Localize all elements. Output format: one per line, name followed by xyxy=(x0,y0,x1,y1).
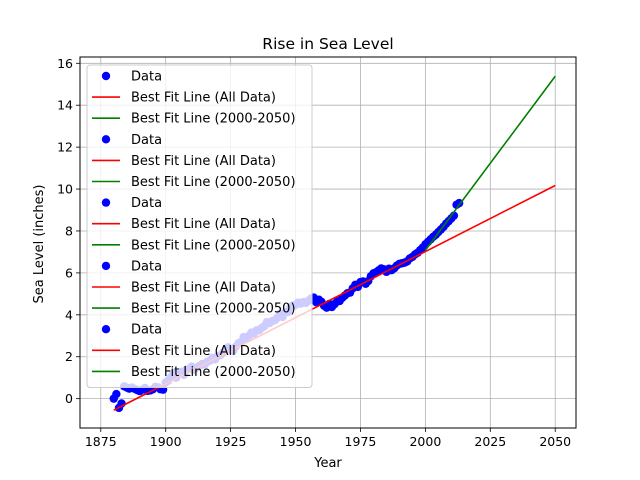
y-tick-label: 6 xyxy=(65,265,73,280)
x-tick-label: 1900 xyxy=(150,434,182,449)
x-tick-label: 2025 xyxy=(474,434,506,449)
axis-ticks: 1875 1900 1925 1950 1975 2000 2025 2050 0 2 4 6 8 10 1… xyxy=(57,56,571,449)
y-tick-label: 2 xyxy=(65,349,73,364)
x-tick-label: 2050 xyxy=(539,434,571,449)
legend-marker-data xyxy=(101,325,111,334)
y-tick-label: 4 xyxy=(65,307,73,322)
legend-label: Best Fit Line (All Data) xyxy=(131,91,276,106)
legend-label: Best Fit Line (2000-2050) xyxy=(131,238,296,253)
legend-label: Best Fit Line (2000-2050) xyxy=(131,302,296,317)
legend-label: Data xyxy=(131,259,162,274)
y-tick-label: 10 xyxy=(57,182,73,197)
legend-label: Best Fit Line (All Data) xyxy=(131,344,276,359)
legend-label: Data xyxy=(131,323,162,338)
legend: Data Best Fit Line (All Data) Best Fit Lin… xyxy=(86,64,313,388)
data-point xyxy=(112,389,121,399)
x-tick-label: 1925 xyxy=(215,434,247,449)
legend-label: Data xyxy=(131,133,162,148)
y-axis-label: Sea Level (inches) xyxy=(32,185,47,304)
legend-label: Best Fit Line (2000-2050) xyxy=(131,365,296,380)
chart-title: Rise in Sea Level xyxy=(262,35,393,53)
y-tick-label: 12 xyxy=(57,140,73,155)
y-tick-label: 8 xyxy=(65,223,73,238)
legend-label: Data xyxy=(131,70,162,85)
fit-line-2000-2050 xyxy=(424,75,556,251)
legend-box xyxy=(86,64,313,388)
x-tick-label: 1975 xyxy=(345,434,377,449)
x-axis-label: Year xyxy=(313,456,342,471)
legend-label: Best Fit Line (All Data) xyxy=(131,217,276,232)
x-tick-label: 2000 xyxy=(409,434,441,449)
y-tick-label: 14 xyxy=(57,98,73,113)
legend-marker-data xyxy=(101,71,111,81)
y-tick-label: 16 xyxy=(57,56,73,71)
axes-frame xyxy=(79,56,577,429)
legend-marker-data xyxy=(101,135,111,144)
legend-label: Data xyxy=(131,196,162,211)
legend-marker-data xyxy=(101,198,111,207)
legend-label: Best Fit Line (2000-2050) xyxy=(131,175,296,190)
x-tick-label: 1875 xyxy=(85,434,117,449)
legend-label: Best Fit Line (2000-2050) xyxy=(131,112,296,127)
y-tick-label: 0 xyxy=(65,391,73,406)
x-tick-label: 1950 xyxy=(280,434,312,449)
legend-label: Best Fit Line (All Data) xyxy=(131,281,276,296)
legend-label: Best Fit Line (All Data) xyxy=(131,154,276,169)
legend-marker-data xyxy=(101,261,111,271)
